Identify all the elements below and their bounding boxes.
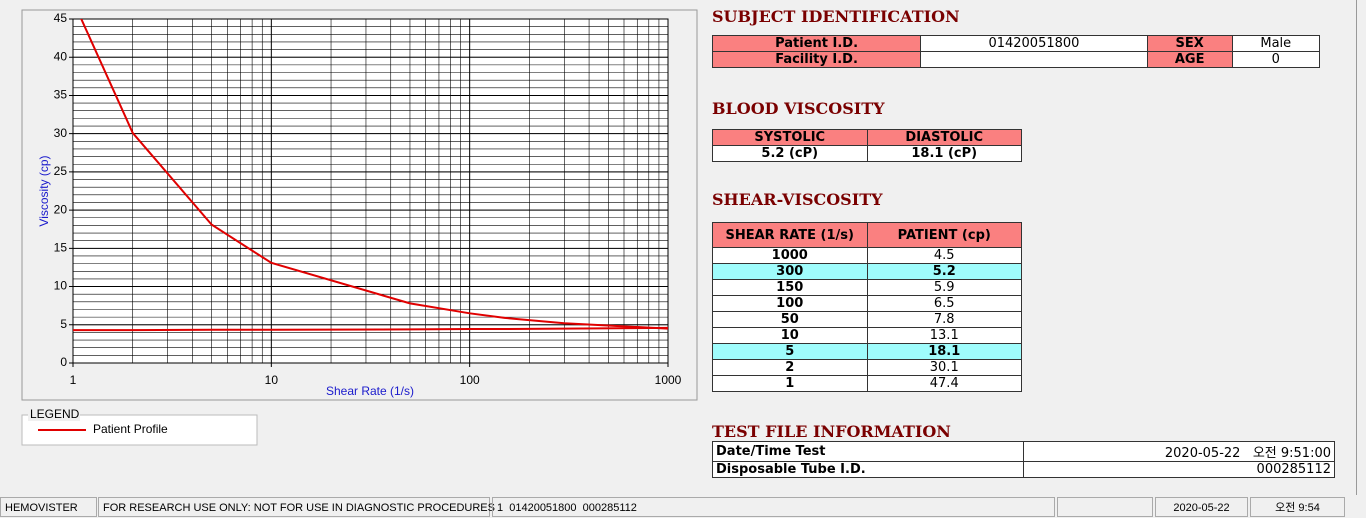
cell: 2020-05-22 오전 9:51:00 — [1023, 441, 1335, 462]
section-title: SUBJECT IDENTIFICATION — [712, 7, 960, 26]
status-panel: HEMOVISTER — [0, 497, 97, 517]
cell: 50 — [712, 311, 868, 328]
cell: 5.2 (cP) — [712, 145, 868, 162]
x-axis-label: Shear Rate (1/s) — [326, 384, 414, 398]
x-tick-label: 1 — [70, 373, 77, 387]
y-axis-label: Viscosity (cp) — [37, 155, 51, 226]
plot-area — [73, 19, 668, 363]
series-line — [73, 326, 668, 332]
cell: 01420051800 — [920, 35, 1148, 52]
cell: 150 — [712, 279, 868, 296]
cell: Facility I.D. — [711, 51, 922, 68]
test-table: Date/Time Test 2020-05-22 오전 9:51:00 Disp… — [712, 441, 1335, 478]
cell: 2 — [712, 359, 868, 376]
legend-title: LEGEND — [30, 407, 80, 421]
table-row: 150 5.9 — [712, 279, 1022, 296]
cell: AGE — [1146, 51, 1233, 68]
table-row: 10 13.1 — [712, 327, 1022, 344]
cell: 0 — [1231, 51, 1321, 68]
table-row: 100 6.5 — [712, 295, 1022, 312]
cell: 7.8 — [866, 311, 1022, 328]
cell: Patient I.D. — [711, 35, 922, 52]
cell: SEX — [1146, 35, 1233, 52]
status-panel: 오전 9:54 — [1250, 497, 1345, 517]
subject-table: Patient I.D. 01420051800 SEX Male Facility … — [711, 35, 1321, 68]
y-tick-label: 20 — [54, 202, 68, 216]
cell: 30.1 — [866, 359, 1022, 376]
table-row: 5 18.1 — [712, 343, 1022, 360]
cell: PATIENT (cp) — [866, 222, 1022, 248]
cell — [920, 51, 1148, 68]
status-panel: 2020-05-22 — [1155, 497, 1248, 517]
cell: 6.5 — [866, 295, 1022, 312]
cell: 5 — [712, 343, 868, 360]
y-tick-label: 35 — [54, 88, 68, 102]
cell: 300 — [712, 263, 868, 280]
x-tick-label: 100 — [460, 373, 480, 387]
y-tick-label: 40 — [54, 49, 68, 63]
section-title: TEST FILE INFORMATION — [712, 422, 951, 441]
cell: 10 — [712, 327, 868, 344]
table-row: 1000 4.5 — [712, 247, 1022, 264]
plot-border — [72, 18, 669, 364]
y-tick-label: 5 — [60, 317, 67, 331]
x-tick-label: 10 — [265, 373, 279, 387]
table-row: 300 5.2 — [712, 263, 1022, 280]
y-tick-label: 45 — [54, 11, 68, 25]
status-panel: 1 01420051800 000285112 — [492, 497, 1055, 517]
cell: DIASTOLIC — [866, 129, 1022, 146]
cell: 1000 — [712, 247, 868, 264]
section-title: BLOOD VISCOSITY — [712, 99, 885, 118]
y-tick-label: 0 — [60, 355, 67, 369]
x-tick-label: 1000 — [655, 373, 682, 387]
cell: 000285112 — [1023, 461, 1335, 478]
cell: 13.1 — [866, 327, 1022, 344]
shear-table: SHEAR RATE (1/s) PATIENT (cp) 1000 4.5 300 5… — [712, 222, 1022, 392]
cell: SHEAR RATE (1/s) — [712, 222, 868, 248]
series-line — [80, 19, 668, 330]
section-title: SHEAR-VISCOSITY — [712, 190, 883, 209]
cell: Disposable Tube I.D. — [712, 461, 1024, 478]
y-tick-label: 30 — [54, 126, 68, 140]
blood-table: SYSTOLIC DIASTOLIC 5.2 (cP) 18.1 (cP) — [712, 129, 1022, 162]
cell: SYSTOLIC — [712, 129, 868, 146]
cell: 5.9 — [866, 279, 1022, 296]
y-tick-label: 25 — [54, 164, 68, 178]
cell: 5.2 — [866, 263, 1022, 280]
table-row: 2 30.1 — [712, 359, 1022, 376]
table-row: 1 47.4 — [712, 375, 1022, 392]
cell: 100 — [712, 295, 868, 312]
cell: 4.5 — [866, 247, 1022, 264]
cell: 1 — [712, 375, 868, 392]
cell: Date/Time Test — [712, 441, 1024, 462]
cell: Male — [1231, 35, 1321, 52]
status-panel: FOR RESEARCH USE ONLY: NOT FOR USE IN DI… — [98, 497, 495, 517]
y-tick-label: 15 — [54, 241, 68, 255]
status-panel — [1057, 497, 1153, 517]
legend-label: Patient Profile — [93, 422, 168, 436]
y-tick-label: 10 — [54, 279, 68, 293]
legend-title-bg — [28, 409, 80, 421]
chart: Shear Rate (1/s) Viscosity (cp) LEGEND P… — [21, 9, 698, 446]
cell: 18.1 — [866, 343, 1022, 360]
window-edge — [1356, 0, 1357, 495]
table-row: 50 7.8 — [712, 311, 1022, 328]
cell: 18.1 (cP) — [866, 145, 1022, 162]
cell: 47.4 — [866, 375, 1022, 392]
